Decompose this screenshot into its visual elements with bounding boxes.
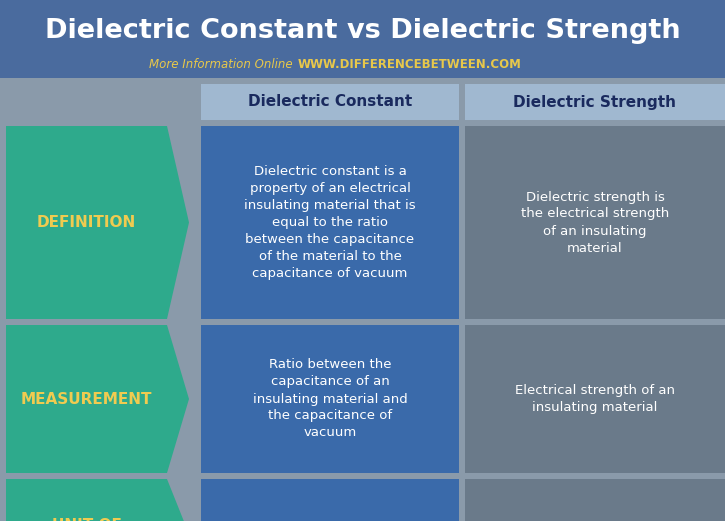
Text: Dielectric Strength: Dielectric Strength xyxy=(513,94,676,109)
Bar xyxy=(201,479,459,521)
Bar xyxy=(0,479,725,521)
Bar xyxy=(0,325,725,473)
Bar xyxy=(201,126,459,319)
Text: Electrical strength of an
insulating material: Electrical strength of an insulating mat… xyxy=(515,384,675,414)
Polygon shape xyxy=(6,126,189,319)
Text: Dielectric Constant vs Dielectric Strength: Dielectric Constant vs Dielectric Streng… xyxy=(45,18,680,44)
Text: MEASUREMENT: MEASUREMENT xyxy=(21,391,152,406)
Text: WWW.DIFFERENCEBETWEEN.COM: WWW.DIFFERENCEBETWEEN.COM xyxy=(297,58,521,71)
Bar xyxy=(201,84,459,120)
Polygon shape xyxy=(6,325,189,473)
Bar xyxy=(465,479,725,521)
Bar xyxy=(465,126,725,319)
Text: Dielectric constant is a
property of an electrical
insulating material that is
e: Dielectric constant is a property of an … xyxy=(244,165,416,280)
Text: UNIT OF
MEASUREMENT: UNIT OF MEASUREMENT xyxy=(21,518,152,521)
Bar xyxy=(0,126,725,319)
Text: Dielectric Constant: Dielectric Constant xyxy=(248,94,412,109)
Bar xyxy=(465,84,725,120)
Bar xyxy=(201,325,459,473)
Bar xyxy=(465,325,725,473)
Text: DEFINITION: DEFINITION xyxy=(37,215,136,230)
Text: More Information Online: More Information Online xyxy=(149,58,292,71)
Polygon shape xyxy=(6,479,189,521)
Text: Dielectric strength is
the electrical strength
of an insulating
material: Dielectric strength is the electrical st… xyxy=(521,191,669,254)
Bar xyxy=(0,0,725,78)
Text: Ratio between the
capacitance of an
insulating material and
the capacitance of
v: Ratio between the capacitance of an insu… xyxy=(252,358,407,440)
